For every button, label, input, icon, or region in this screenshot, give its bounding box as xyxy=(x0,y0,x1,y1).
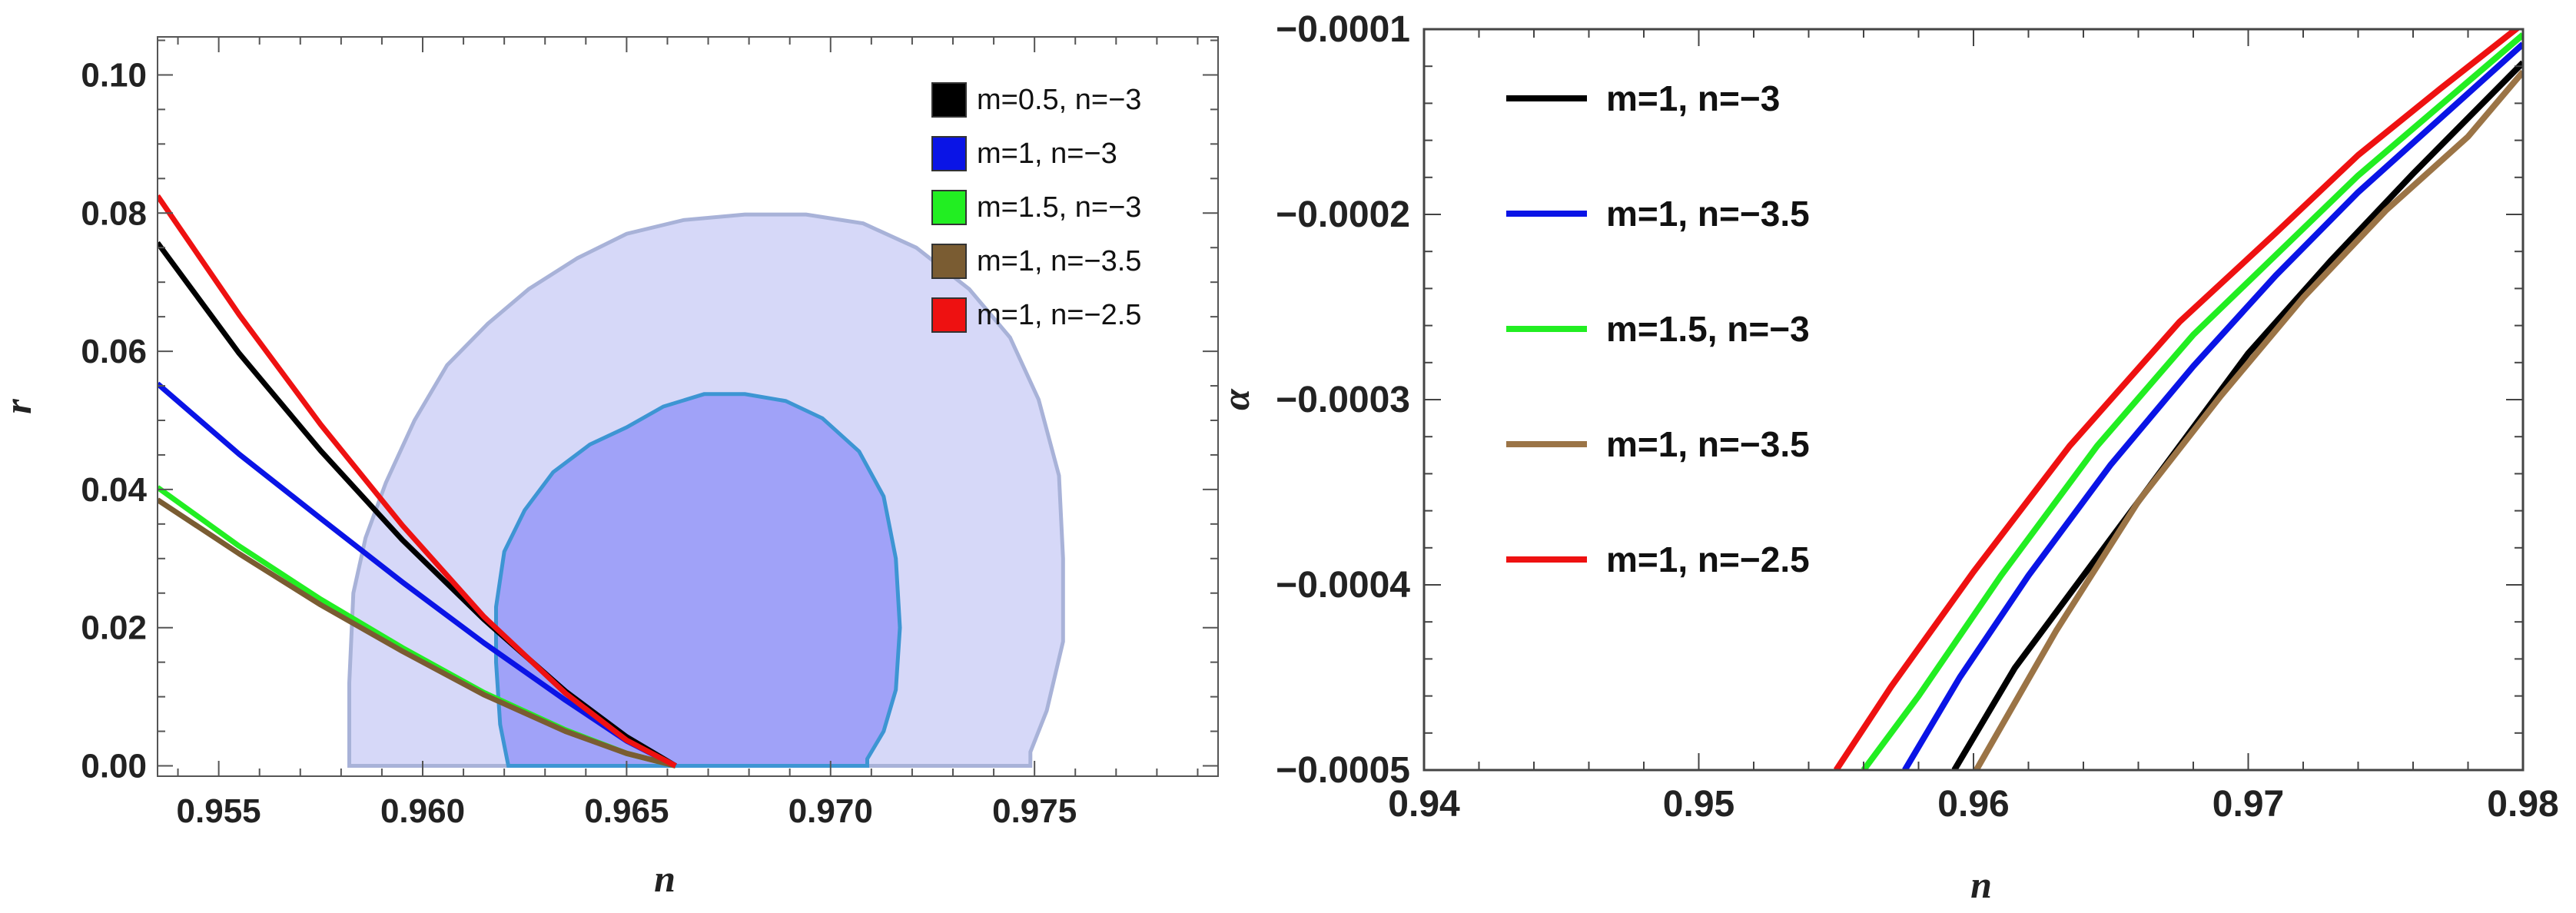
x-tick-label: 0.970 xyxy=(788,792,873,830)
y-axis-label: r xyxy=(0,399,39,414)
series-line-m-1-n-minus3-5 xyxy=(1973,69,2523,770)
y-tick-label: −0.0004 xyxy=(1276,565,1410,606)
left-plot-frame xyxy=(157,36,1219,777)
y-tick-label: −0.0003 xyxy=(1276,380,1410,420)
x-tick-label: 0.95 xyxy=(1663,784,1734,825)
series-line-m-1-n-minus2-5 xyxy=(158,194,677,769)
x-tick-label: 0.955 xyxy=(177,792,261,830)
legend-label: m=1, n=−2.5 xyxy=(1606,540,1810,579)
x-tick-label: 0.94 xyxy=(1388,784,1460,825)
legend-label: m=1, n=−3.5 xyxy=(977,245,1141,277)
x-axis-label: n xyxy=(1970,863,1992,906)
legend-label: m=1.5, n=−3 xyxy=(977,191,1141,224)
series-line-m-1-5-n-minus3 xyxy=(1861,32,2523,770)
x-axis-label: n xyxy=(654,857,676,900)
legend-swatch-m-1-n-minus3 xyxy=(931,136,967,171)
x-tick-label: 0.98 xyxy=(2487,784,2558,825)
legend-swatch-m-1-5-n-minus3 xyxy=(931,190,967,225)
series-line-m-1-n-minus2-5 xyxy=(1833,29,2521,770)
y-tick-label: 0.06 xyxy=(81,333,147,370)
legend-label: m=1, n=−3 xyxy=(1606,78,1780,118)
left-chart-r-vs-ns: 0.955 0.960 0.965 0.970 0.975 0.00 0.02 0.04 0.0… xyxy=(0,36,1219,900)
series-line-m-1-n-minus3-5 xyxy=(1902,42,2523,770)
y-axis-label: α xyxy=(1214,388,1257,410)
legend-swatch-m-1-n-minus2-5 xyxy=(931,297,967,333)
legend-label: m=0.5, n=−3 xyxy=(977,84,1141,116)
legend-label: m=1.5, n=−3 xyxy=(1606,309,1810,349)
x-tick-label: 0.97 xyxy=(2213,784,2284,825)
x-tick-label: 0.960 xyxy=(380,792,465,830)
legend-label: m=1, n=−3 xyxy=(977,138,1117,170)
inner-contour-region xyxy=(494,392,902,768)
y-tick-label: 0.02 xyxy=(81,609,147,647)
y-tick-label: 0.00 xyxy=(81,748,147,785)
y-tick-label: 0.04 xyxy=(81,471,147,509)
x-tick-label: 0.96 xyxy=(1937,784,2009,825)
legend-label: m=1, n=−2.5 xyxy=(977,299,1141,331)
y-tick-label: 0.10 xyxy=(81,56,147,94)
legend-label: m=1, n=−3.5 xyxy=(1606,194,1810,234)
legend-label: m=1, n=−3.5 xyxy=(1606,424,1810,464)
legend-swatch-m-1-n-minus3-5 xyxy=(931,244,967,279)
right-chart-alphas-vs-ns: 0.94 0.95 0.96 0.97 0.98 −0.0005 −0.0004 −0.000… xyxy=(1214,9,2559,906)
y-tick-label: −0.0001 xyxy=(1276,9,1410,50)
y-tick-label: 0.08 xyxy=(81,194,147,232)
y-tick-label: −0.0005 xyxy=(1276,750,1410,791)
legend-swatch-m-0-5-n-minus3 xyxy=(931,82,967,118)
series-line-m-1-n-minus3-5 xyxy=(158,497,676,769)
y-tick-label: −0.0002 xyxy=(1276,194,1410,235)
x-tick-label: 0.975 xyxy=(992,792,1077,830)
x-tick-label: 0.965 xyxy=(584,792,669,830)
